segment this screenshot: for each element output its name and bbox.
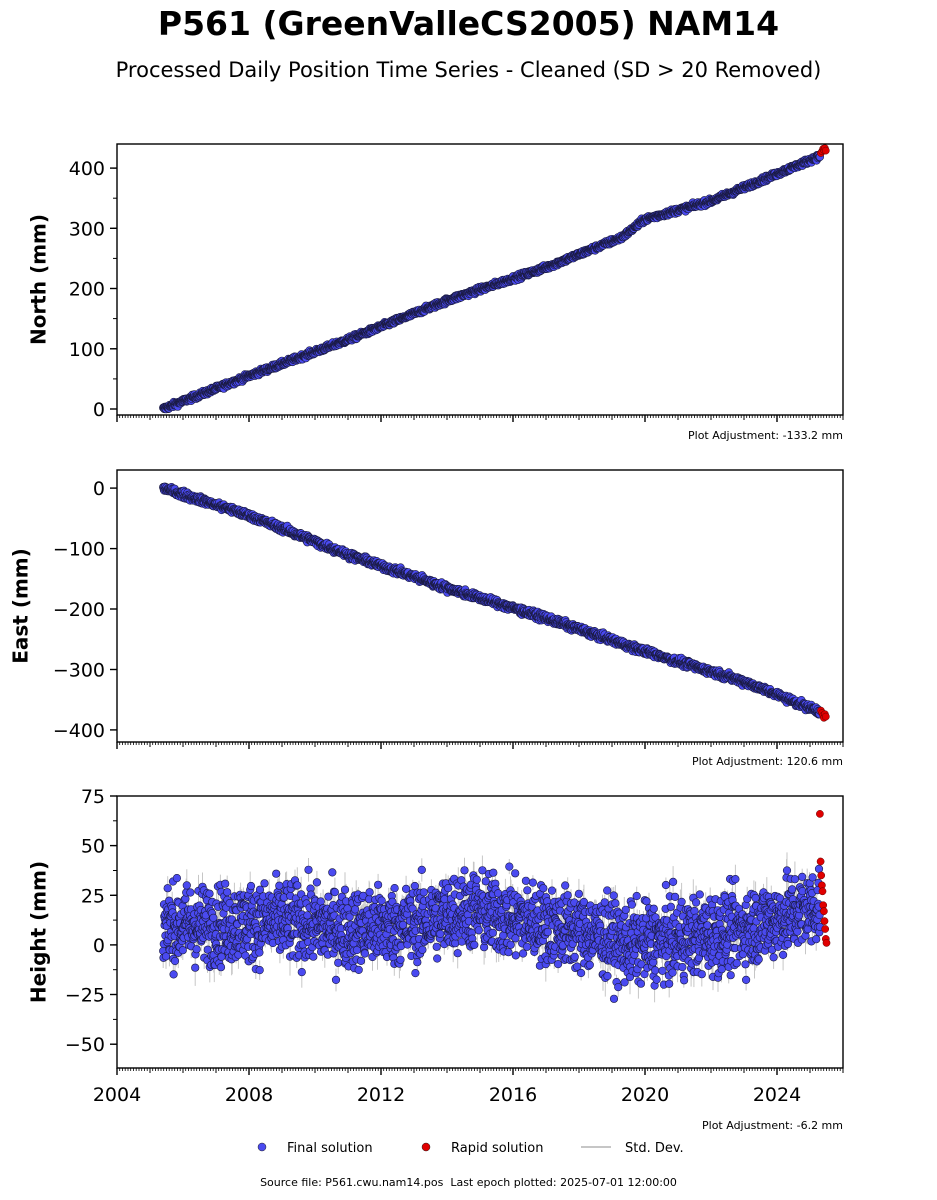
y-tick-label: 100 [69, 339, 105, 361]
plot-adjustment-label: Plot Adjustment: -133.2 mm [688, 429, 843, 442]
y-tick-label: 200 [69, 279, 105, 301]
final-points [159, 151, 825, 414]
plot-area [159, 144, 830, 414]
x-ticks [116, 415, 844, 422]
y-axis-label: North (mm) [27, 214, 51, 345]
rapid-points [817, 144, 830, 157]
y-tick-label: 400 [69, 158, 105, 180]
y-tick-label: 300 [69, 218, 105, 240]
page-title: P561 (GreenValleCS2005) NAM14 [157, 4, 780, 43]
y-tick-label: 0 [93, 399, 105, 421]
y-ticks [110, 167, 117, 410]
plot-area [159, 482, 830, 722]
panel-frame [116, 143, 844, 416]
page-subtitle: Processed Daily Position Time Series - C… [115, 58, 822, 82]
final-points [159, 482, 825, 719]
rapid-point [821, 146, 830, 155]
panel-1: 0 100 200 300 400 North (mm) Plot Adjustment: … [27, 143, 844, 442]
